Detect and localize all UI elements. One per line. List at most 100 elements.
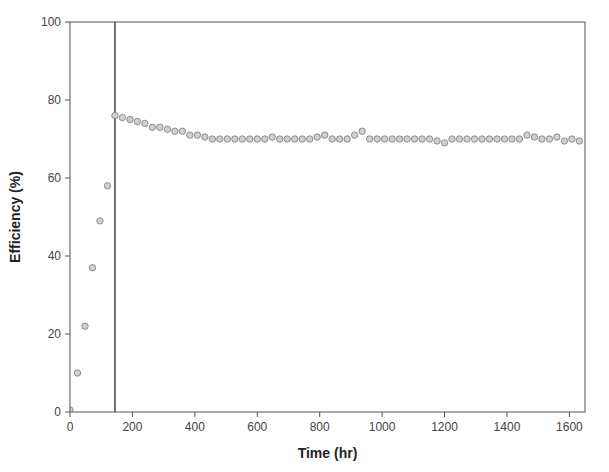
scatter-point (456, 136, 462, 142)
scatter-point (366, 136, 372, 142)
plot-frame (70, 22, 585, 412)
scatter-point (284, 136, 290, 142)
x-tick-label: 1600 (556, 420, 583, 434)
x-tick-label: 0 (67, 420, 74, 434)
scatter-point (277, 136, 283, 142)
plot-background (70, 22, 585, 412)
scatter-point (494, 136, 500, 142)
scatter-point (179, 128, 185, 134)
scatter-point (134, 118, 140, 124)
scatter-point (336, 136, 342, 142)
x-tick (257, 412, 258, 417)
scatter-point (561, 138, 567, 144)
y-tick-label: 40 (48, 249, 62, 263)
y-tick (65, 178, 70, 179)
x-tick-label: 200 (122, 420, 142, 434)
scatter-point (232, 136, 238, 142)
y-tick-label: 100 (41, 15, 61, 29)
scatter-point (374, 136, 380, 142)
scatter-point (82, 323, 88, 329)
scatter-point (389, 136, 395, 142)
x-tick (506, 412, 507, 417)
x-tick (132, 412, 133, 417)
y-tick (65, 334, 70, 335)
scatter-point (419, 136, 425, 142)
scatter-point (292, 136, 298, 142)
scatter-point (434, 138, 440, 144)
x-tick-label: 400 (185, 420, 205, 434)
scatter-point (299, 136, 305, 142)
scatter-point (516, 136, 522, 142)
scatter-point (269, 134, 275, 140)
y-tick (65, 412, 70, 413)
scatter-point (164, 126, 170, 132)
scatter-point (501, 136, 507, 142)
scatter-point (74, 370, 80, 376)
y-tick (65, 256, 70, 257)
scatter-point (351, 132, 357, 138)
scatter-point (187, 132, 193, 138)
scatter-point (217, 136, 223, 142)
x-tick (194, 412, 195, 417)
x-tick (382, 412, 383, 417)
x-tick (444, 412, 445, 417)
y-tick-label: 0 (54, 405, 61, 419)
y-tick-label: 60 (48, 171, 62, 185)
x-tick-label: 1400 (494, 420, 521, 434)
scatter-point (239, 136, 245, 142)
data-layer (70, 22, 583, 412)
scatter-point (479, 136, 485, 142)
x-tick-label: 1000 (369, 420, 396, 434)
scatter-point (104, 183, 110, 189)
y-tick (65, 100, 70, 101)
scatter-point (509, 136, 515, 142)
scatter-point (524, 132, 530, 138)
scatter-point (119, 114, 125, 120)
y-axis-label: Efficiency (%) (7, 171, 23, 263)
vertical-line (114, 22, 115, 412)
x-tick (569, 412, 570, 417)
x-tick-label: 600 (247, 420, 267, 434)
scatter-point (531, 134, 537, 140)
scatter-point (554, 134, 560, 140)
scatter-point (247, 136, 253, 142)
scatter-point (569, 136, 575, 142)
scatter-point (209, 136, 215, 142)
scatter-point (396, 136, 402, 142)
scatter-point (344, 136, 350, 142)
scatter-point (89, 265, 95, 271)
scatter-point (464, 136, 470, 142)
axes: 0200400600800100012001400160002040608010… (41, 15, 583, 434)
scatter-point (112, 112, 118, 118)
y-tick-label: 80 (48, 93, 62, 107)
scatter-point (546, 136, 552, 142)
x-tick (70, 412, 71, 417)
y-tick (65, 22, 70, 23)
scatter-point (307, 136, 313, 142)
x-tick-label: 1200 (431, 420, 458, 434)
scatter-point (411, 136, 417, 142)
scatter-point (97, 218, 103, 224)
scatter-point (224, 136, 230, 142)
x-tick (319, 412, 320, 417)
scatter-point (314, 134, 320, 140)
scatter-point (576, 138, 582, 144)
x-axis-label: Time (hr) (298, 445, 358, 461)
scatter-point (381, 136, 387, 142)
scatter-point (426, 136, 432, 142)
scatter-point (359, 128, 365, 134)
chart-container: 0200400600800100012001400160002040608010… (0, 0, 609, 472)
scatter-point (329, 136, 335, 142)
scatter-point (172, 128, 178, 134)
scatter-point (539, 136, 545, 142)
scatter-point (486, 136, 492, 142)
scatter-point (262, 136, 268, 142)
scatter-point (441, 140, 447, 146)
chart-svg: 0200400600800100012001400160002040608010… (0, 0, 609, 472)
scatter-point (194, 132, 200, 138)
scatter-point (254, 136, 260, 142)
scatter-point (471, 136, 477, 142)
scatter-point (142, 120, 148, 126)
scatter-point (149, 124, 155, 130)
scatter-point (202, 134, 208, 140)
